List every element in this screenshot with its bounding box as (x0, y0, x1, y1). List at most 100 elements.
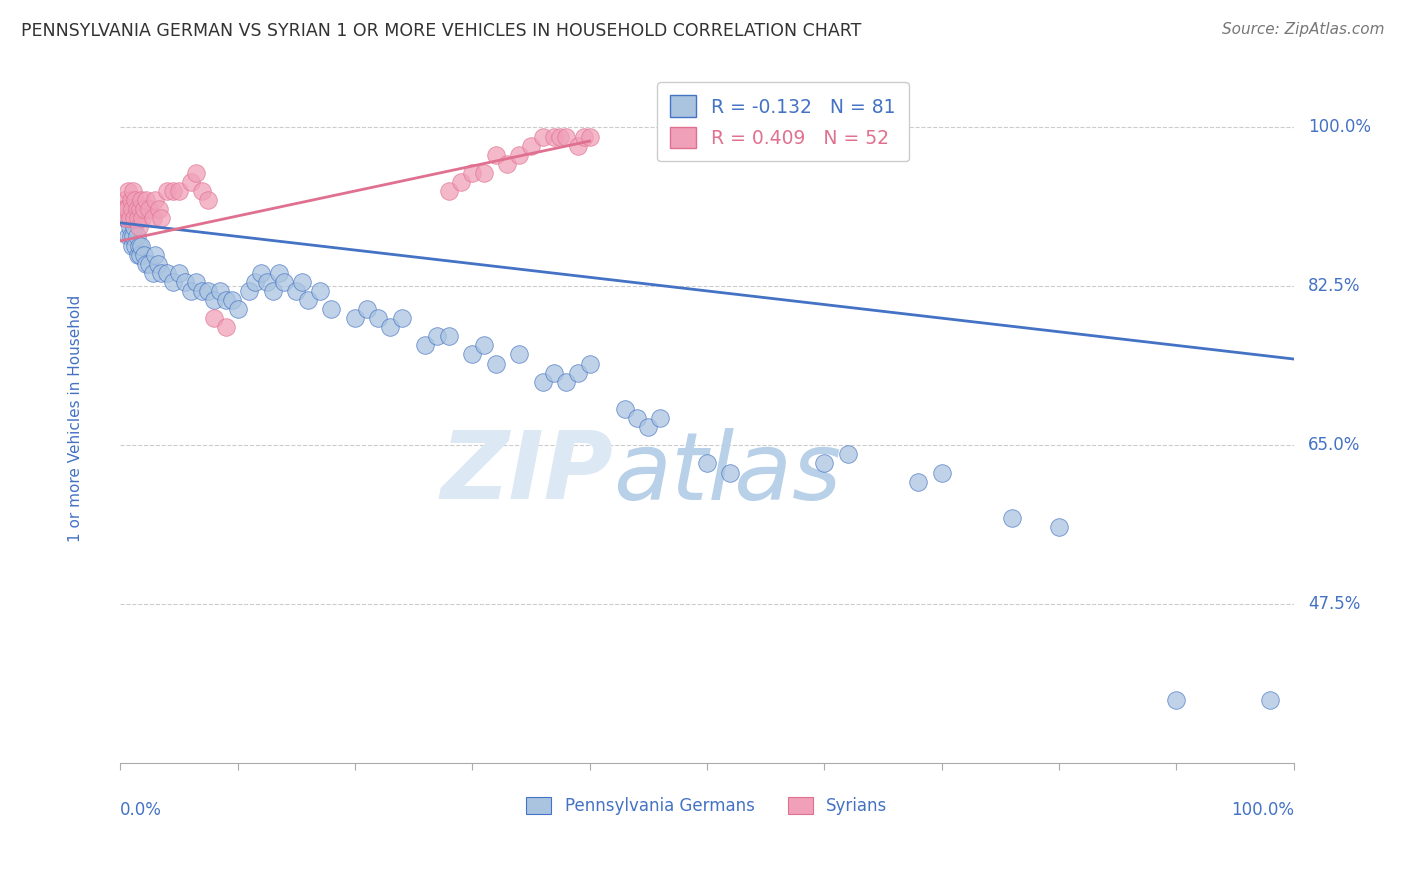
Point (696, 457, 718, 471)
Point (1001, 511, 1024, 525)
Point (124, 193, 146, 207)
Point (129, 202, 152, 217)
Point (291, 275, 314, 289)
Point (142, 266, 165, 280)
Point (208, 284, 231, 298)
Text: PENNSYLVANIA GERMAN VS SYRIAN 1 OR MORE VEHICLES IN HOUSEHOLD CORRELATION CHART: PENNSYLVANIA GERMAN VS SYRIAN 1 OR MORE … (21, 22, 862, 40)
Point (1260, 692, 1282, 706)
Point (626, 411, 648, 425)
Point (167, 266, 190, 280)
Point (356, 302, 378, 317)
Point (125, 229, 148, 244)
Point (243, 275, 266, 289)
Point (114, 202, 136, 217)
Text: ZIP: ZIP (440, 427, 613, 519)
Point (226, 302, 249, 317)
Point (321, 302, 343, 317)
Text: 1 or more Vehicles in Household: 1 or more Vehicles in Household (67, 294, 83, 541)
Point (117, 184, 139, 198)
Point (485, 147, 508, 161)
Point (202, 293, 225, 307)
Point (120, 229, 142, 244)
Text: Source: ZipAtlas.com: Source: ZipAtlas.com (1222, 22, 1385, 37)
Point (520, 138, 543, 153)
Point (485, 357, 508, 371)
Point (191, 184, 214, 198)
Point (1166, 692, 1188, 706)
Point (129, 247, 152, 261)
Point (127, 211, 149, 226)
Point (215, 293, 238, 307)
Text: atlas: atlas (613, 428, 841, 519)
Point (115, 211, 138, 226)
Text: 65.0%: 65.0% (1308, 436, 1360, 454)
Point (931, 466, 953, 480)
Point (472, 338, 495, 352)
Point (343, 311, 366, 326)
Point (508, 147, 530, 161)
Point (555, 129, 578, 144)
Point (135, 193, 157, 207)
Point (129, 193, 152, 207)
Point (285, 284, 308, 298)
Point (543, 366, 565, 380)
Point (907, 475, 929, 489)
Point (125, 202, 148, 217)
Point (117, 229, 139, 244)
Point (135, 257, 157, 271)
Point (567, 366, 589, 380)
Point (131, 211, 153, 226)
Point (378, 320, 401, 334)
Point (122, 184, 145, 198)
Point (221, 293, 243, 307)
Point (128, 220, 150, 235)
Point (273, 275, 295, 289)
Point (578, 129, 600, 144)
Point (148, 202, 170, 217)
Point (112, 202, 135, 217)
Point (180, 284, 202, 298)
Point (191, 284, 214, 298)
Point (111, 202, 134, 217)
Point (180, 175, 202, 189)
Point (450, 175, 472, 189)
Point (496, 157, 519, 171)
Point (367, 311, 389, 326)
Point (121, 202, 143, 217)
Point (121, 238, 143, 252)
Point (555, 375, 578, 389)
Point (132, 202, 155, 217)
Point (813, 457, 835, 471)
Point (572, 129, 595, 144)
Point (548, 129, 571, 144)
Point (118, 220, 141, 235)
Point (215, 320, 238, 334)
Point (129, 238, 152, 252)
Point (197, 284, 219, 298)
Legend: Pennsylvania Germans, Syrians: Pennsylvania Germans, Syrians (517, 789, 896, 824)
Point (122, 229, 145, 244)
Point (150, 266, 173, 280)
Point (197, 193, 219, 207)
Point (262, 284, 284, 298)
Point (613, 401, 636, 416)
Point (146, 257, 169, 271)
Point (156, 184, 179, 198)
Point (413, 338, 436, 352)
Point (578, 357, 600, 371)
Point (115, 202, 138, 217)
Point (1047, 520, 1070, 534)
Point (150, 211, 173, 226)
Point (112, 193, 135, 207)
Point (543, 129, 565, 144)
Text: 100.0%: 100.0% (1308, 119, 1371, 136)
Text: 100.0%: 100.0% (1230, 801, 1294, 819)
Point (186, 275, 208, 289)
Point (472, 166, 495, 180)
Point (127, 247, 149, 261)
Point (138, 202, 160, 217)
Point (308, 284, 330, 298)
Point (120, 193, 142, 207)
Point (720, 466, 742, 480)
Point (426, 329, 449, 343)
